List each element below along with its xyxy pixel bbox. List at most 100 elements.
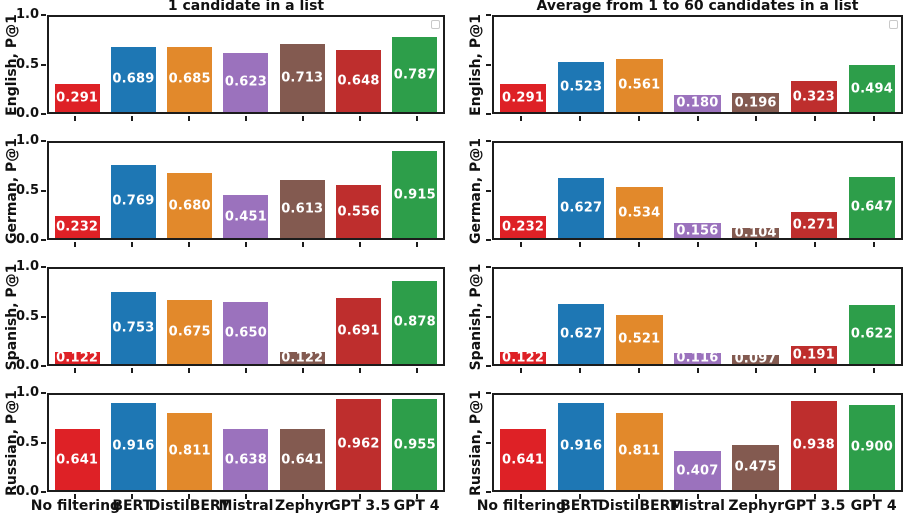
bar-distilbert: 0.811 xyxy=(167,412,213,490)
x-tick xyxy=(872,494,875,499)
plot-frame: 0.641 0.916 0.811 0.407 0.475 0.938 0.900 xyxy=(492,393,903,492)
y-tick xyxy=(41,239,46,241)
bar-bert: 0.627 xyxy=(557,178,605,238)
y-tick xyxy=(486,140,491,142)
bar-value-label: 0.962 xyxy=(337,436,380,452)
x-tick-label: GPT 3.5 xyxy=(329,498,391,514)
bar-gpt-3-5: 0.323 xyxy=(790,81,838,112)
x-tick xyxy=(637,116,640,121)
bar-bert: 0.916 xyxy=(110,402,156,490)
bar-value-label: 0.622 xyxy=(850,326,893,342)
bar-slot: 0.561 xyxy=(610,17,668,112)
y-tick xyxy=(486,441,491,444)
y-tick xyxy=(41,491,46,493)
y-tick-label: 0.5 xyxy=(15,434,39,450)
bar-gpt-3-5: 0.962 xyxy=(336,398,382,490)
bar-zephyr: 0.713 xyxy=(279,44,325,112)
bar-slot: 0.753 xyxy=(105,269,161,364)
plot-frame: 0.232 0.627 0.534 0.156 0.104 0.271 0.647 xyxy=(492,141,903,241)
bar-gpt-4: 0.955 xyxy=(392,399,438,490)
x-tick-label: GPT 3.5 xyxy=(784,498,846,514)
bar-distilbert: 0.521 xyxy=(616,314,663,364)
plot-frame: 0.122 0.753 0.675 0.650 0.122 0.691 0.878 xyxy=(47,267,445,366)
x-tick xyxy=(520,368,523,373)
y-axis-label: English, P@1 xyxy=(468,13,484,116)
bars-area: 0.291 0.689 0.685 0.623 0.713 0.648 0.787 xyxy=(49,17,443,112)
bar-slot: 0.641 xyxy=(274,395,330,490)
plot-frame: 0.122 0.627 0.521 0.116 0.097 0.191 0.622 xyxy=(492,267,903,367)
subplot-title: 1 candidate in a list xyxy=(167,0,325,14)
bar-value-label: 0.627 xyxy=(560,200,603,216)
x-tick xyxy=(245,368,247,373)
x-tick xyxy=(301,494,304,499)
bar-zephyr: 0.196 xyxy=(732,93,779,112)
bar-slot: 0.475 xyxy=(727,395,785,490)
bar-slot: 0.451 xyxy=(218,143,274,238)
x-tick-label: Zephyr xyxy=(728,498,785,514)
x-tick-label: GPT 4 xyxy=(393,498,440,514)
bar-slot: 0.097 xyxy=(727,269,785,367)
x-tick-label: DistilBERT xyxy=(598,498,680,514)
bar-no-filtering: 0.122 xyxy=(499,351,547,366)
bar-distilbert: 0.680 xyxy=(167,173,213,238)
x-tick xyxy=(579,116,582,121)
bar-distilbert: 0.675 xyxy=(167,299,213,364)
bar-slot: 0.156 xyxy=(668,143,726,238)
bar-slot: 0.641 xyxy=(49,395,105,490)
bar-mistral: 0.180 xyxy=(674,94,721,112)
bar-slot: 0.104 xyxy=(727,143,785,241)
x-tick-label: Mistral xyxy=(218,498,274,514)
bar-slot: 0.523 xyxy=(552,17,610,112)
bar-value-label: 0.641 xyxy=(281,452,324,468)
bar-gpt-3-5: 0.648 xyxy=(336,50,382,112)
y-tick xyxy=(41,441,46,444)
bar-no-filtering: 0.232 xyxy=(54,215,100,238)
bar-slot: 0.191 xyxy=(785,269,843,364)
x-tick xyxy=(520,494,523,499)
y-tick xyxy=(41,266,46,268)
bars-area: 0.122 0.627 0.521 0.116 0.097 0.191 0.622 xyxy=(494,269,901,367)
x-tick xyxy=(131,242,134,247)
x-tick-label: Zephyr xyxy=(275,498,331,514)
bar-value-label: 0.916 xyxy=(560,438,603,454)
y-tick-label: 1.0 xyxy=(15,7,39,22)
legend-box xyxy=(431,20,440,29)
bar-slot: 0.900 xyxy=(843,395,901,490)
y-tick-label: 0.5 xyxy=(15,308,39,324)
x-tick xyxy=(813,116,816,121)
x-tick xyxy=(872,116,875,121)
bar-gpt-3-5: 0.691 xyxy=(336,298,382,364)
x-tick xyxy=(755,494,758,499)
subplot-english-average: Average from 1 to 60 candidates in a lis… xyxy=(468,0,903,121)
y-tick-label: 1.0 xyxy=(15,133,39,148)
bar-value-label: 0.104 xyxy=(734,225,777,241)
bar-slot: 0.638 xyxy=(218,395,274,490)
bar-slot: 0.623 xyxy=(218,17,274,112)
bar-slot: 0.122 xyxy=(494,269,552,366)
bar-value-label: 0.955 xyxy=(393,437,436,453)
bar-zephyr: 0.641 xyxy=(279,429,325,490)
x-tick-label: No filtering xyxy=(476,498,566,514)
y-tick xyxy=(41,140,46,142)
x-tick-label: DistilBERT xyxy=(148,498,230,514)
bar-gpt-3-5: 0.271 xyxy=(790,212,838,238)
y-tick xyxy=(41,392,46,394)
x-tick xyxy=(245,116,247,121)
bar-value-label: 0.534 xyxy=(618,205,661,221)
x-tick xyxy=(188,368,191,373)
bar-slot: 0.915 xyxy=(387,143,443,238)
x-tick xyxy=(755,368,758,373)
x-tick xyxy=(579,242,582,247)
y-tick-label: 0.5 xyxy=(15,182,39,198)
bar-gpt-3-5: 0.938 xyxy=(790,400,838,490)
x-tick xyxy=(188,242,191,247)
bar-value-label: 0.116 xyxy=(676,350,719,366)
x-tick xyxy=(520,116,523,121)
plot-frame: 0.641 0.916 0.811 0.638 0.641 0.962 0.955 xyxy=(47,393,445,492)
bar-value-label: 0.713 xyxy=(281,70,324,86)
bar-slot: 0.494 xyxy=(843,17,901,112)
bar-slot: 0.685 xyxy=(162,17,218,112)
y-axis-label: Spanish, P@1 xyxy=(468,263,484,370)
bar-value-label: 0.122 xyxy=(281,350,324,366)
bar-value-label: 0.648 xyxy=(337,73,380,89)
